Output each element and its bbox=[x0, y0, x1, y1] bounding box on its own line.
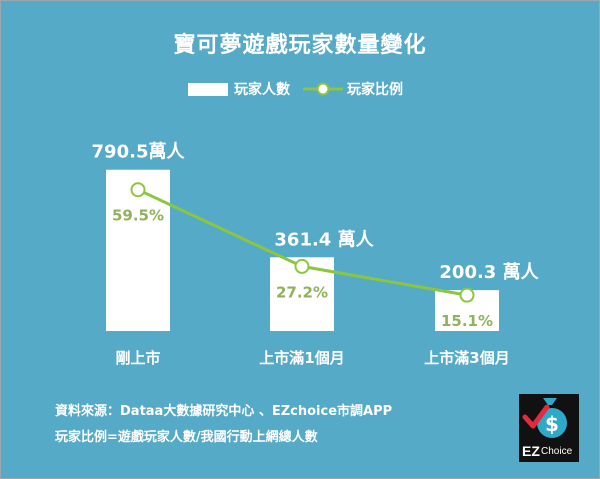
money-bag-check-icon: $ bbox=[522, 398, 567, 438]
ezchoice-logo: $ EZ Choice bbox=[519, 394, 579, 462]
ratio-point bbox=[130, 182, 146, 198]
bar-value-label: 200.3 萬人 bbox=[439, 262, 539, 283]
bar-value-label: 361.4 萬人 bbox=[274, 229, 374, 250]
legend: 玩家人數 玩家比例 bbox=[1, 79, 599, 99]
legend-bar-swatch bbox=[188, 83, 228, 96]
legend-line-swatch bbox=[303, 82, 343, 96]
ratio-definition-note: 玩家比例=遊戲玩家人數/我國行動上網總人數 bbox=[55, 430, 318, 445]
ratio-value-label: 27.2% bbox=[276, 283, 328, 301]
legend-bar-label: 玩家人數 bbox=[234, 82, 290, 98]
svg-text:$: $ bbox=[545, 412, 559, 436]
bar-value-label: 790.5萬人 bbox=[92, 142, 186, 163]
source-note: 資料來源：Dataa大數據研究中心 、EZchoice市調APP bbox=[55, 404, 393, 419]
category-label: 上市滿1個月 bbox=[259, 349, 344, 367]
ratio-value-label: 59.5% bbox=[112, 207, 164, 225]
legend-line-label: 玩家比例 bbox=[347, 82, 403, 98]
logo-text-ez: EZ bbox=[522, 443, 540, 459]
ratio-point bbox=[459, 287, 475, 303]
ratio-value-label: 15.1% bbox=[441, 312, 493, 330]
category-label: 剛上市 bbox=[115, 349, 160, 367]
category-label: 上市滿3個月 bbox=[424, 349, 509, 367]
footnote: 資料來源：Dataa大數據研究中心 、EZchoice市調APP 玩家比例=遊戲… bbox=[55, 399, 392, 451]
ratio-point bbox=[294, 258, 310, 274]
logo-text-choice: Choice bbox=[541, 446, 573, 457]
chart-title: 寶可夢遊戲玩家數量變化 bbox=[173, 33, 427, 58]
